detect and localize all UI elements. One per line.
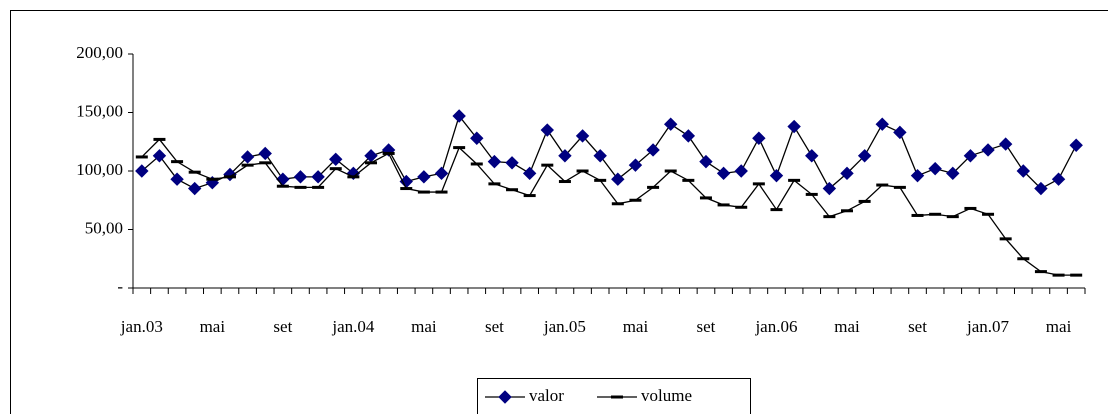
x-tick-label: jan.05	[543, 317, 586, 336]
marker	[417, 170, 431, 184]
marker	[135, 164, 149, 178]
legend-label: volume	[641, 386, 692, 405]
marker	[805, 149, 819, 163]
marker	[470, 131, 484, 145]
marker	[329, 152, 343, 167]
marker	[540, 123, 555, 137]
marker	[1016, 164, 1031, 178]
y-tick-label: 200,00	[76, 43, 123, 62]
x-tick-label: mai	[834, 317, 860, 336]
marker	[611, 172, 625, 186]
marker	[293, 170, 308, 184]
marker	[505, 156, 519, 170]
marker	[240, 150, 255, 164]
marker	[187, 181, 202, 196]
marker	[734, 164, 748, 178]
x-tick-label: jan.04	[331, 317, 375, 336]
marker	[963, 149, 978, 163]
marker	[752, 131, 766, 145]
marker	[434, 166, 449, 181]
x-tick-label: set	[273, 317, 292, 336]
marker	[522, 166, 537, 181]
marker	[928, 161, 942, 176]
marker	[498, 390, 512, 404]
marker	[558, 149, 572, 163]
marker	[910, 168, 925, 183]
marker	[1051, 172, 1066, 186]
marker	[875, 117, 889, 131]
x-tick-label: jan.06	[754, 317, 797, 336]
y-tick-label: 150,00	[76, 101, 123, 120]
marker	[628, 158, 643, 172]
marker	[311, 170, 325, 184]
x-tick-label: mai	[1046, 317, 1072, 336]
marker	[258, 146, 272, 161]
chart-frame	[10, 10, 1108, 414]
marker	[946, 166, 960, 181]
marker	[769, 168, 784, 183]
marker	[1069, 138, 1083, 152]
y-tick-label: 50,00	[85, 218, 123, 237]
marker	[822, 181, 837, 196]
marker	[452, 109, 466, 123]
marker	[646, 143, 660, 157]
marker	[840, 166, 854, 181]
marker	[487, 154, 502, 169]
marker	[787, 119, 801, 134]
y-tick-label: 100,00	[76, 160, 123, 179]
x-tick-label: set	[485, 317, 504, 336]
x-tick-label: set	[908, 317, 927, 336]
x-tick-label: set	[697, 317, 716, 336]
marker	[681, 129, 696, 143]
marker	[857, 149, 872, 163]
marker	[981, 143, 995, 157]
marker	[663, 117, 678, 131]
y-tick-label: -	[117, 277, 123, 296]
x-tick-label: jan.03	[120, 317, 163, 336]
marker	[893, 125, 907, 140]
marker	[575, 129, 590, 143]
marker	[593, 149, 607, 163]
marker	[998, 137, 1013, 151]
marker	[716, 166, 731, 181]
marker	[152, 149, 167, 163]
x-tick-label: mai	[411, 317, 437, 336]
legend-label: valor	[529, 386, 564, 405]
marker	[1034, 181, 1048, 196]
x-tick-label: mai	[623, 317, 649, 336]
marker	[170, 172, 184, 186]
x-tick-label: mai	[200, 317, 226, 336]
x-tick-label: jan.07	[966, 317, 1010, 336]
marker	[699, 154, 713, 169]
